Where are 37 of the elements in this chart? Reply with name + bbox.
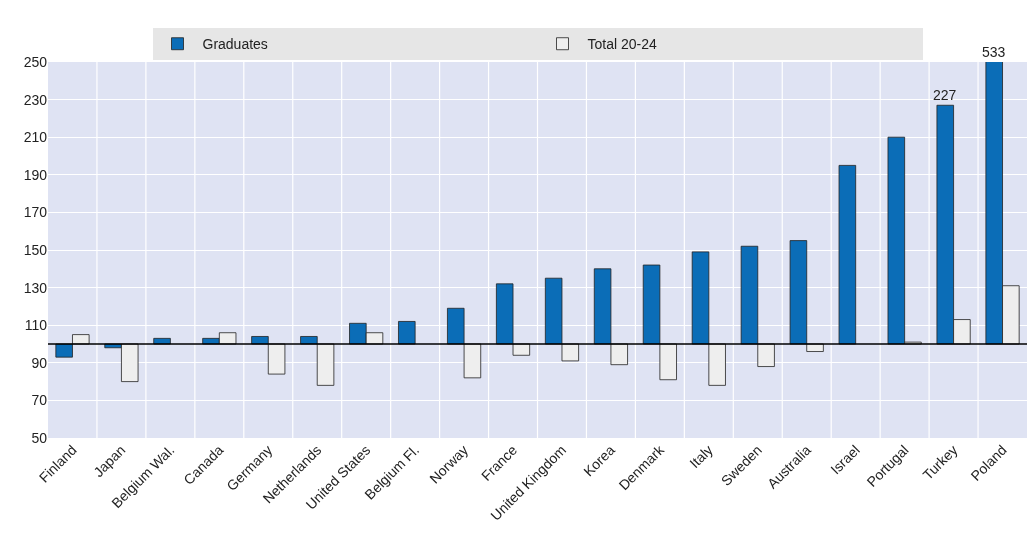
bar: [659, 343, 677, 381]
bar: [757, 343, 775, 367]
y-tick-label: 130: [23, 279, 48, 296]
y-tick-label: 210: [23, 129, 48, 146]
bar: [838, 165, 857, 345]
legend-label: Total 20-24: [587, 36, 657, 53]
bar: [691, 251, 710, 345]
bar: [398, 321, 416, 345]
legend-label: Graduates: [202, 36, 268, 53]
x-tick-label: Italy: [686, 441, 716, 472]
bar: [463, 343, 482, 379]
y-tick-label: 110: [24, 317, 48, 334]
data-label: 533: [982, 44, 1006, 60]
y-tick-label: 150: [23, 241, 48, 258]
y-tick-label: 250: [23, 53, 48, 70]
y-tick-label: 230: [23, 91, 48, 108]
bar: [789, 240, 808, 345]
y-tick-label: 170: [23, 204, 48, 221]
bar: [55, 343, 73, 358]
bar: [512, 343, 531, 356]
bar: [495, 283, 514, 345]
bar: [593, 268, 612, 345]
y-tick-label: 50: [31, 429, 48, 446]
bar: [740, 245, 759, 345]
bar: [316, 343, 335, 386]
bar: [544, 277, 563, 345]
y-tick-label: 70: [31, 392, 48, 409]
bar: [72, 334, 90, 345]
bar: [642, 264, 661, 345]
data-label: 227: [933, 87, 957, 103]
bar: [708, 343, 726, 386]
bar: [610, 343, 628, 366]
bar: [267, 343, 286, 375]
bar: [447, 307, 465, 345]
y-tick-label: 190: [23, 166, 48, 183]
y-tick-label: 90: [31, 354, 48, 371]
bar: [561, 343, 580, 362]
